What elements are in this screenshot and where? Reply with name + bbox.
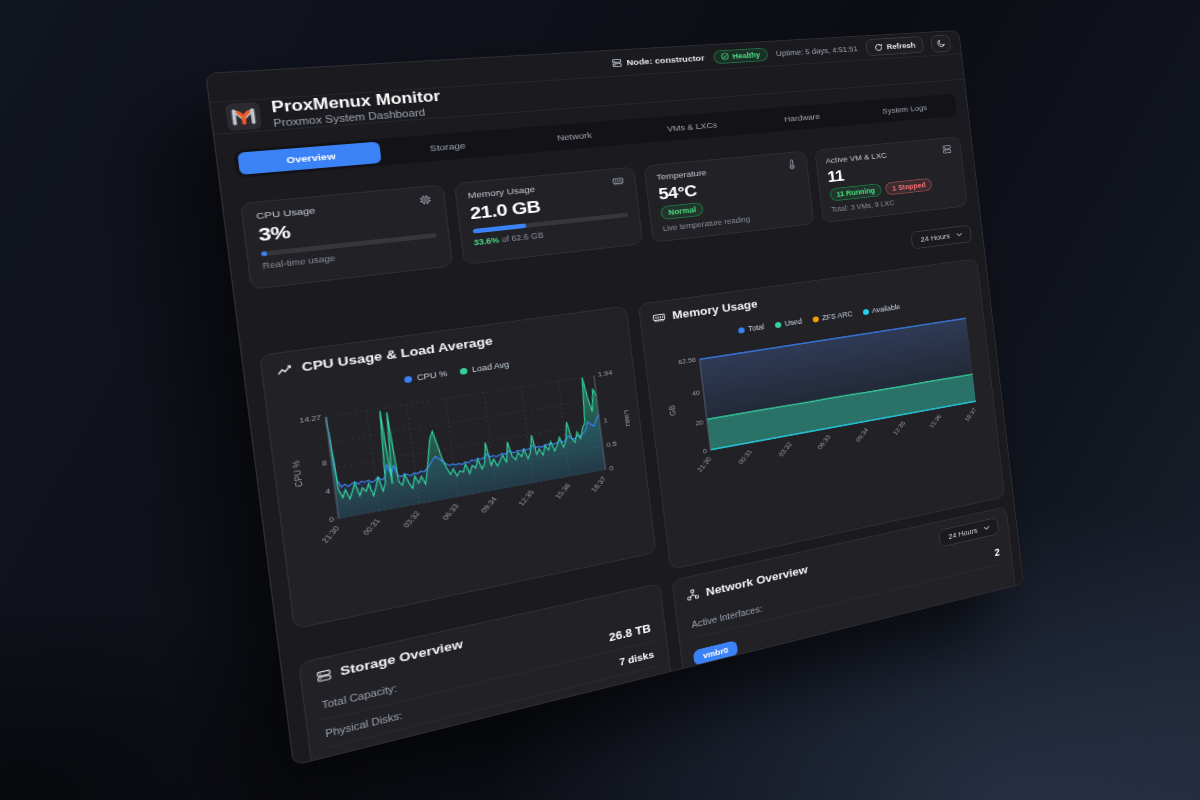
svg-text:0: 0 (609, 464, 614, 472)
legend-total: Total (738, 322, 765, 334)
vms-running-badge: 11 Running (829, 183, 882, 201)
vms-stopped-badge: 1 Stopped (885, 178, 933, 196)
time-range-value: 24 Hours (920, 232, 950, 244)
cpu-progress-fill (261, 251, 267, 256)
proxmenux-logo (225, 102, 262, 131)
storage-capacity-value: 26.8 TB (608, 622, 651, 644)
refresh-label: Refresh (886, 40, 916, 50)
network-interfaces-count: 2 (994, 547, 1000, 559)
legend-available: Available (862, 303, 900, 317)
svg-text:8: 8 (321, 458, 327, 467)
svg-text:Load: Load (622, 409, 633, 427)
memory-chart-icon (652, 310, 667, 324)
svg-text:0: 0 (703, 447, 708, 455)
cpu-usage-card: CPU Usage 3% Real-time usage (240, 184, 453, 289)
memory-usage-card: Memory Usage 21.0 GB 33.6% of 62.6 GB (453, 167, 643, 265)
tab-storage[interactable]: Storage (379, 131, 513, 163)
servers-icon (942, 144, 953, 154)
storage-disks-value: 7 disks (619, 649, 655, 668)
svg-text:12:35: 12:35 (517, 488, 536, 507)
svg-text:18:37: 18:37 (589, 475, 608, 493)
tab-overview[interactable]: Overview (237, 142, 382, 175)
vms-card: Active VM & LXC 11 11 Running 1 Stopped … (814, 136, 968, 223)
svg-text:03:32: 03:32 (777, 441, 794, 458)
svg-text:09:34: 09:34 (854, 426, 870, 443)
tab-vms-lxcs[interactable]: VMs & LXCs (633, 112, 749, 141)
disk-icon (315, 667, 333, 684)
svg-text:15:36: 15:36 (553, 482, 572, 501)
tab-hardware[interactable]: Hardware (747, 104, 855, 132)
tab-system-logs[interactable]: System Logs (853, 96, 954, 122)
svg-text:4: 4 (325, 487, 331, 496)
chevron-down-icon (983, 525, 990, 531)
svg-text:00:31: 00:31 (361, 517, 382, 537)
svg-text:09:34: 09:34 (479, 495, 499, 514)
trending-up-icon (276, 363, 294, 377)
svg-text:12:35: 12:35 (891, 420, 906, 437)
svg-text:40: 40 (692, 389, 701, 398)
moon-icon (936, 39, 946, 48)
theme-toggle-button[interactable] (930, 34, 951, 52)
charts-area: CPU Usage & Load Average CPU %Load Avg 2… (259, 259, 1017, 766)
svg-text:00:31: 00:31 (737, 448, 754, 466)
svg-text:0.5: 0.5 (606, 439, 617, 448)
network-interface-chip[interactable]: vmbr0 (693, 640, 738, 666)
temperature-status-badge: Normal (660, 202, 704, 220)
legend-load-avg: Load Avg (460, 360, 510, 376)
uptime-label: Uptime: 5 days, 4:51:51 (776, 44, 859, 57)
health-badge: Healthy (713, 47, 768, 64)
svg-text:20: 20 (695, 418, 704, 427)
time-range-select[interactable]: 24 Hours (911, 225, 972, 250)
node-info: Node: constructor (610, 53, 704, 68)
svg-text:21:30: 21:30 (320, 524, 342, 544)
refresh-icon (874, 43, 883, 51)
node-label: Node: constructor (626, 53, 705, 67)
svg-text:14.27: 14.27 (299, 414, 322, 426)
memory-icon (612, 175, 625, 187)
health-label: Healthy (732, 50, 761, 60)
svg-text:06:33: 06:33 (440, 502, 460, 521)
tab-network[interactable]: Network (511, 121, 636, 151)
check-circle-icon (720, 52, 729, 60)
chevron-down-icon (956, 232, 963, 237)
thermometer-icon (785, 159, 797, 170)
legend-zfs-arc: ZFS ARC (812, 310, 853, 324)
svg-text:18:37: 18:37 (963, 406, 978, 422)
network-range-value: 24 Hours (948, 526, 978, 540)
cpu-icon (418, 194, 432, 206)
legend-used: Used (774, 317, 802, 329)
temperature-card-title: Temperature (656, 168, 707, 182)
server-icon (610, 58, 622, 68)
svg-text:CPU %: CPU % (290, 459, 305, 488)
refresh-button[interactable]: Refresh (865, 36, 924, 56)
svg-text:21:30: 21:30 (696, 456, 713, 474)
legend-cpu-: CPU % (404, 369, 448, 384)
memory-chart-title: Memory Usage (672, 297, 759, 322)
svg-text:15:36: 15:36 (928, 413, 943, 429)
svg-text:GB: GB (667, 405, 677, 417)
svg-text:03:32: 03:32 (401, 509, 422, 529)
memory-percent: 33.6% (473, 235, 500, 247)
cpu-load-chart-card: CPU Usage & Load Average CPU %Load Avg 2… (259, 306, 656, 630)
svg-text:06:33: 06:33 (816, 433, 832, 450)
svg-text:0: 0 (329, 515, 335, 524)
svg-text:62.56: 62.56 (678, 356, 697, 366)
svg-text:1.94: 1.94 (597, 369, 612, 379)
temperature-card: Temperature 54°C Normal Live temperature… (643, 151, 814, 243)
memory-progress-fill (472, 223, 526, 233)
cpu-card-title: CPU Usage (255, 205, 315, 221)
network-interfaces-label: Active Interfaces: (691, 604, 763, 630)
svg-text:1: 1 (603, 416, 608, 424)
dashboard-window: Node: constructor Healthy Uptime: 5 days… (205, 30, 1024, 766)
network-icon (685, 587, 700, 602)
memory-caption-rest: of 62.6 GB (499, 231, 544, 245)
